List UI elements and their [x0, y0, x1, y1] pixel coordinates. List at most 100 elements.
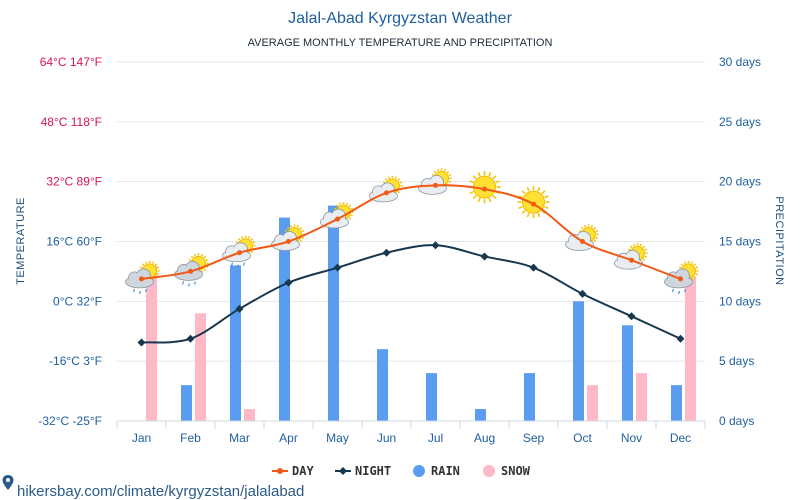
partly-cloudy-icon — [271, 224, 305, 251]
night-point-oct — [578, 289, 587, 298]
night-series — [137, 241, 685, 347]
snow-bar-dec — [685, 277, 696, 421]
sun-ray — [690, 261, 694, 264]
footer-link[interactable]: hikersbay.com/climate/kyrgyzstan/jalalab… — [17, 483, 304, 500]
sun-ray — [629, 245, 633, 249]
sun-ray — [544, 205, 549, 209]
sun-ray — [448, 173, 452, 177]
sun-ray — [583, 224, 587, 228]
sun-ray — [695, 273, 699, 276]
x-tick-jul: Jul — [428, 431, 443, 445]
sun-ray — [678, 266, 682, 269]
rain-bar-jun — [377, 349, 388, 421]
night-point-jul — [431, 241, 440, 250]
precipitation-bars — [146, 205, 696, 421]
sun-ray — [518, 205, 523, 209]
y-axis-right-label: PRECIPITATION — [773, 196, 785, 285]
legend-item-rain[interactable]: RAIN — [413, 464, 460, 478]
sun-ray — [338, 202, 342, 205]
rain-bar-may — [328, 205, 339, 421]
sun-ray — [431, 173, 435, 177]
day-series — [139, 182, 683, 282]
sun-ray — [593, 239, 597, 243]
sun-ray — [190, 255, 194, 259]
rain-bar-apr — [279, 217, 290, 421]
rain-drop — [181, 281, 185, 285]
day-point-nov — [629, 257, 634, 263]
cloud-shape — [125, 268, 154, 289]
sun-ray — [695, 266, 699, 269]
sun-ray — [154, 263, 158, 266]
sun-ray — [333, 207, 337, 210]
x-tick-dec: Dec — [670, 431, 691, 445]
sun-ray — [595, 229, 599, 233]
cloud-shape — [222, 242, 251, 263]
rain-bar-mar — [230, 265, 241, 421]
rain-snow-cloud-icon — [125, 260, 160, 295]
legend-item-day[interactable]: DAY — [272, 464, 314, 478]
y-tick-right: 5 days — [719, 354, 754, 368]
day-point-may — [335, 216, 340, 222]
sun-ray — [284, 229, 288, 233]
sun-ray — [627, 248, 631, 251]
x-tick-may: May — [326, 431, 349, 445]
night-point-jun — [382, 248, 391, 257]
sun-ray — [141, 263, 145, 266]
sun-ray — [382, 181, 386, 184]
sun-ray — [250, 250, 254, 254]
sun-ray — [235, 241, 239, 244]
sun-ray — [350, 207, 354, 210]
sun-ray — [593, 226, 597, 230]
sun-ray — [446, 170, 450, 174]
legend-label: NIGHT — [355, 464, 391, 478]
axes: 64°C 147°F 48°C 118°F 32°C 89°F 16°C 60°F 0°… — [38, 55, 761, 445]
sun-ray — [639, 243, 643, 247]
sun-ray — [205, 258, 209, 262]
sun-rays — [517, 186, 550, 219]
chart-title: Jalal-Abad Kyrgyzstan Weather — [288, 10, 512, 27]
sun-ray — [693, 275, 697, 279]
day-point-aug — [482, 186, 487, 192]
rain-drop — [236, 264, 240, 268]
day-point-dec — [678, 276, 683, 282]
sun-ray — [296, 224, 300, 228]
sun-ray — [335, 204, 339, 207]
sun-ray — [492, 175, 497, 180]
sun-ray — [203, 268, 207, 272]
day-point-feb — [188, 268, 193, 274]
sun-ray — [443, 168, 447, 172]
y-tick-right: 30 days — [719, 55, 761, 69]
sun-ray — [642, 258, 646, 261]
sun-ray — [156, 273, 160, 276]
legend-item-night[interactable]: NIGHT — [335, 464, 391, 478]
sun-ray — [488, 197, 492, 203]
legend-label: RAIN — [431, 464, 460, 478]
legend-item-snow[interactable]: SNOW — [483, 464, 531, 478]
snow-bar-mar — [244, 409, 255, 421]
rain-drop — [132, 288, 136, 293]
sun-ray — [690, 277, 694, 281]
sun-ray — [492, 195, 497, 200]
rain-bar-sep — [524, 373, 535, 421]
sun-ray — [193, 253, 197, 257]
day-point-oct — [580, 239, 585, 244]
rain-bar-nov — [622, 325, 633, 421]
sun-ray — [394, 176, 398, 179]
x-tick-sep: Sep — [523, 431, 545, 445]
sun-ray — [188, 258, 192, 262]
sun-ray — [477, 197, 481, 203]
sun-ray — [526, 212, 530, 218]
cloud-fill — [129, 272, 140, 284]
temperature-lines — [137, 182, 685, 347]
y-tick-right: 15 days — [719, 235, 761, 249]
location-pin-icon — [2, 475, 14, 490]
sun-ray — [299, 239, 303, 243]
legend-marker — [339, 467, 347, 475]
sun-ray — [399, 181, 403, 184]
sun-ray — [495, 180, 500, 184]
rain-bar-aug — [475, 409, 486, 421]
night-point-nov — [627, 312, 636, 321]
sun-ray — [348, 217, 352, 220]
sun-ray — [448, 180, 452, 183]
sun-ray — [488, 172, 492, 177]
